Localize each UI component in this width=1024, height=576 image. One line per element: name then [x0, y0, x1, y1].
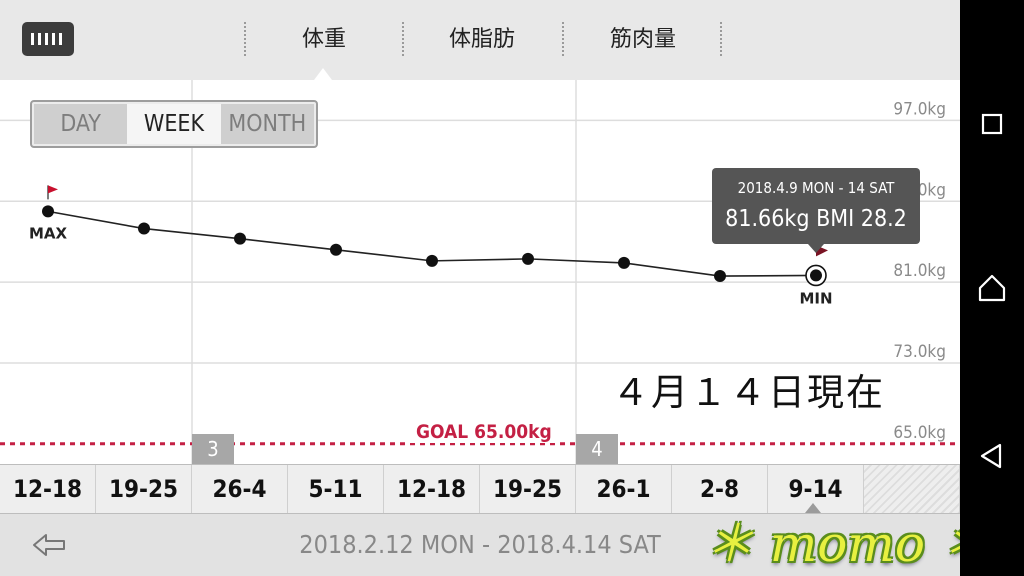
range-month-button[interactable]: MONTH — [220, 104, 314, 144]
tab-divider — [562, 22, 564, 56]
week-cell[interactable]: 2-8 — [672, 465, 768, 513]
home-icon[interactable] — [976, 272, 1008, 304]
date-annotation: ４月１４日現在 — [612, 371, 885, 414]
tab-weight[interactable]: 体重 — [301, 27, 346, 52]
y-tick-label: 73.0kg — [893, 342, 946, 362]
footer-bar: 2018.2.12 MON - 2018.4.14 SAT — [0, 514, 960, 576]
data-point — [234, 232, 246, 245]
tab-divider — [720, 22, 722, 56]
recents-square-icon[interactable] — [976, 108, 1008, 140]
week-cell-selected[interactable]: 9-14 — [768, 465, 864, 513]
y-tick-label: 81.0kg — [893, 261, 946, 281]
date-range-label: 2018.2.12 MON - 2018.4.14 SAT — [299, 530, 661, 559]
data-point — [522, 252, 534, 265]
week-cell[interactable]: 12-18 — [384, 465, 480, 513]
data-point — [138, 222, 150, 235]
min-label: MIN — [799, 289, 832, 307]
watermark: ＊ momo ＊ — [704, 515, 960, 573]
data-point — [714, 270, 726, 283]
week-cell[interactable]: 26-4 — [192, 465, 288, 513]
week-cell[interactable]: 19-25 — [96, 465, 192, 513]
month-marker: 3 — [192, 434, 234, 464]
data-point — [426, 254, 438, 267]
app-window: 体重 体脂肪 筋肉量 97.0kg89.0kg81.0kg73.0kg65.0k… — [0, 0, 960, 576]
y-tick-label: 65.0kg — [893, 423, 946, 443]
range-week-button[interactable]: WEEK — [127, 104, 221, 144]
tab-body-fat[interactable]: 体脂肪 — [448, 27, 515, 52]
max-label: MAX — [29, 224, 68, 242]
active-tab-indicator — [314, 68, 332, 80]
tooltip-value: 81.66kg BMI 28.2 — [725, 206, 907, 232]
week-selector: 12-18 19-25 26-4 5-11 12-18 19-25 26-1 2… — [0, 464, 960, 514]
range-toggle: DAY WEEK MONTH — [30, 100, 318, 148]
week-cell[interactable]: 26-1 — [576, 465, 672, 513]
tab-divider — [402, 22, 404, 56]
selected-week-pointer — [805, 503, 821, 513]
data-point — [330, 243, 342, 256]
back-arrow-icon[interactable] — [32, 531, 68, 559]
week-cell[interactable]: 5-11 — [288, 465, 384, 513]
week-cell[interactable]: 12-18 — [0, 465, 96, 513]
header-bar: 体重 体脂肪 筋肉量 — [0, 0, 960, 80]
calendar-strip-icon — [31, 33, 65, 45]
week-cell-empty — [864, 465, 960, 513]
calendar-menu-button[interactable] — [22, 22, 74, 56]
tooltip-date-range: 2018.4.9 MON - 14 SAT — [737, 179, 895, 197]
back-triangle-icon[interactable] — [976, 440, 1008, 472]
max-data-point — [42, 205, 54, 218]
tooltip-pointer — [808, 244, 824, 253]
tab-divider — [244, 22, 246, 56]
month-marker: 4 — [576, 434, 618, 464]
android-nav-bar — [960, 0, 1024, 576]
tab-muscle-mass[interactable]: 筋肉量 — [609, 27, 676, 52]
min-data-point — [810, 269, 822, 282]
data-point — [618, 256, 630, 269]
week-cell[interactable]: 19-25 — [480, 465, 576, 513]
max-flag-icon — [48, 185, 58, 194]
goal-label: GOAL 65.00kg — [410, 421, 558, 443]
data-tooltip: 2018.4.9 MON - 14 SAT 81.66kg BMI 28.2 — [712, 168, 920, 244]
range-day-button[interactable]: DAY — [34, 104, 128, 144]
y-tick-label: 97.0kg — [893, 99, 946, 119]
